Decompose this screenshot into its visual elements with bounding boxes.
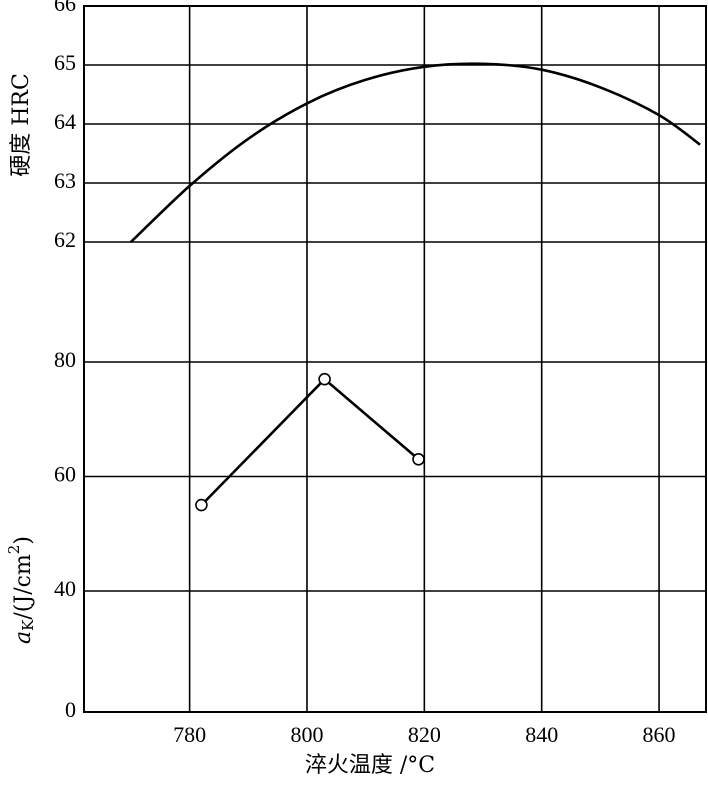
top-y-axis-label: 硬度 HRC: [9, 73, 34, 177]
bottom-y-tick-60: 60: [54, 462, 76, 487]
top-y-tick-65: 65: [54, 50, 76, 75]
series-layer: [130, 62, 701, 512]
bottom-y-axis-label: aK/(J/cm2): [5, 536, 37, 644]
ylabel-end: ): [11, 536, 36, 545]
ylabel-sub: K: [19, 619, 37, 631]
impact-toughness-line: [200, 377, 420, 507]
impact-toughness-point-819: [412, 452, 425, 466]
bottom-y-tick-40: 40: [54, 576, 76, 601]
impact-toughness-point-782: [195, 498, 208, 512]
ylabel-sup: 2: [5, 545, 23, 555]
hardness-curve: [130, 62, 701, 243]
x-axis-label: 淬火温度 /°C: [305, 753, 435, 778]
x-tick-820: 820: [408, 722, 441, 747]
x-tick-800: 800: [290, 722, 323, 747]
tick-labels: 62 63 64 65 66 0 40 60 80 780 800 820 840 860: [54, 0, 676, 747]
bottom-y-tick-0: 0: [65, 697, 76, 722]
ylabel-main: a: [11, 631, 36, 644]
plot-border: [83, 5, 707, 713]
top-y-tick-66: 66: [54, 0, 76, 16]
grid-lines: [84, 5, 706, 712]
x-tick-860: 860: [643, 722, 676, 747]
top-y-tick-63: 63: [54, 168, 76, 193]
ylabel-rest: /(J/cm: [11, 554, 36, 620]
x-tick-840: 840: [525, 722, 558, 747]
x-tick-780: 780: [173, 722, 206, 747]
top-y-tick-62: 62: [54, 227, 76, 252]
plot-frame: [83, 5, 707, 713]
bottom-y-tick-80: 80: [54, 347, 76, 372]
top-y-tick-64: 64: [54, 109, 76, 134]
impact-toughness-point-803: [318, 372, 331, 386]
